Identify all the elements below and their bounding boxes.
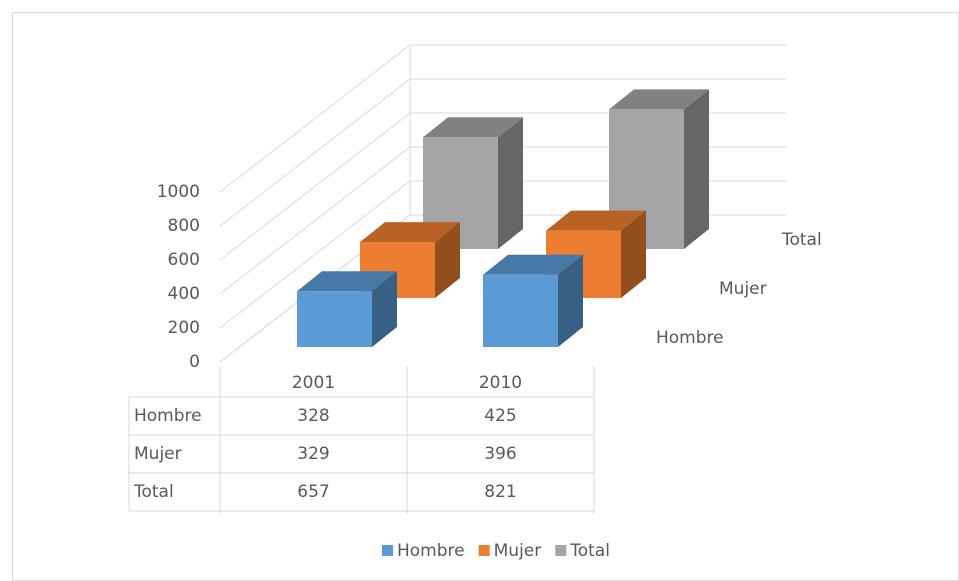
legend-swatch (478, 545, 490, 556)
legend-swatch (555, 545, 567, 556)
table-header: 2010 (479, 373, 522, 393)
bar-side (621, 210, 646, 298)
y-tick-label: 400 (168, 284, 200, 304)
depth-axis-label: Mujer (719, 279, 767, 299)
bar-top (609, 89, 709, 110)
table-cell: 329 (297, 444, 329, 464)
bar-side (498, 117, 523, 249)
table-cell: 425 (484, 406, 516, 426)
bar-side (372, 271, 397, 347)
bar (423, 117, 523, 249)
depth-axis-label: Total (781, 230, 822, 250)
bar-side (684, 89, 709, 250)
legend-label: Total (569, 541, 610, 561)
table-cell: 396 (484, 444, 516, 464)
grid-line (219, 112, 411, 261)
table-header: 2001 (292, 373, 335, 393)
legend-label: Mujer (494, 541, 542, 561)
bar-top (360, 222, 460, 243)
depth-axis-label: Hombre (656, 328, 724, 348)
grid-line (219, 180, 411, 329)
bar (483, 254, 583, 347)
legend: Hombre Mujer Total (382, 541, 610, 561)
y-tick-label: 0 (189, 352, 200, 372)
bar (297, 271, 397, 347)
legend-label: Hombre (397, 541, 465, 561)
bar (360, 222, 460, 298)
y-tick-label: 200 (168, 318, 200, 338)
grid-line (219, 146, 411, 295)
table-row-label: Hombre (134, 406, 202, 426)
grid-line (219, 78, 411, 227)
bar-top (423, 117, 523, 138)
bar-top (483, 254, 583, 275)
table-row-label: Mujer (134, 444, 182, 464)
legend-swatch (382, 545, 393, 556)
table-cell: 821 (484, 482, 516, 502)
bar-side (558, 254, 583, 347)
table-cell: 328 (297, 406, 329, 426)
grid-line (219, 44, 411, 193)
bar-front (483, 274, 558, 347)
table-cell: 657 (297, 482, 329, 502)
y-tick-label: 800 (168, 216, 200, 236)
bar-side (435, 222, 460, 298)
bar-top (546, 210, 646, 231)
y-tick-label: 1000 (157, 182, 200, 202)
y-tick-label: 600 (168, 250, 200, 270)
bar-front (297, 291, 372, 347)
table-row-label: Total (133, 482, 174, 502)
bar-top (297, 271, 397, 292)
